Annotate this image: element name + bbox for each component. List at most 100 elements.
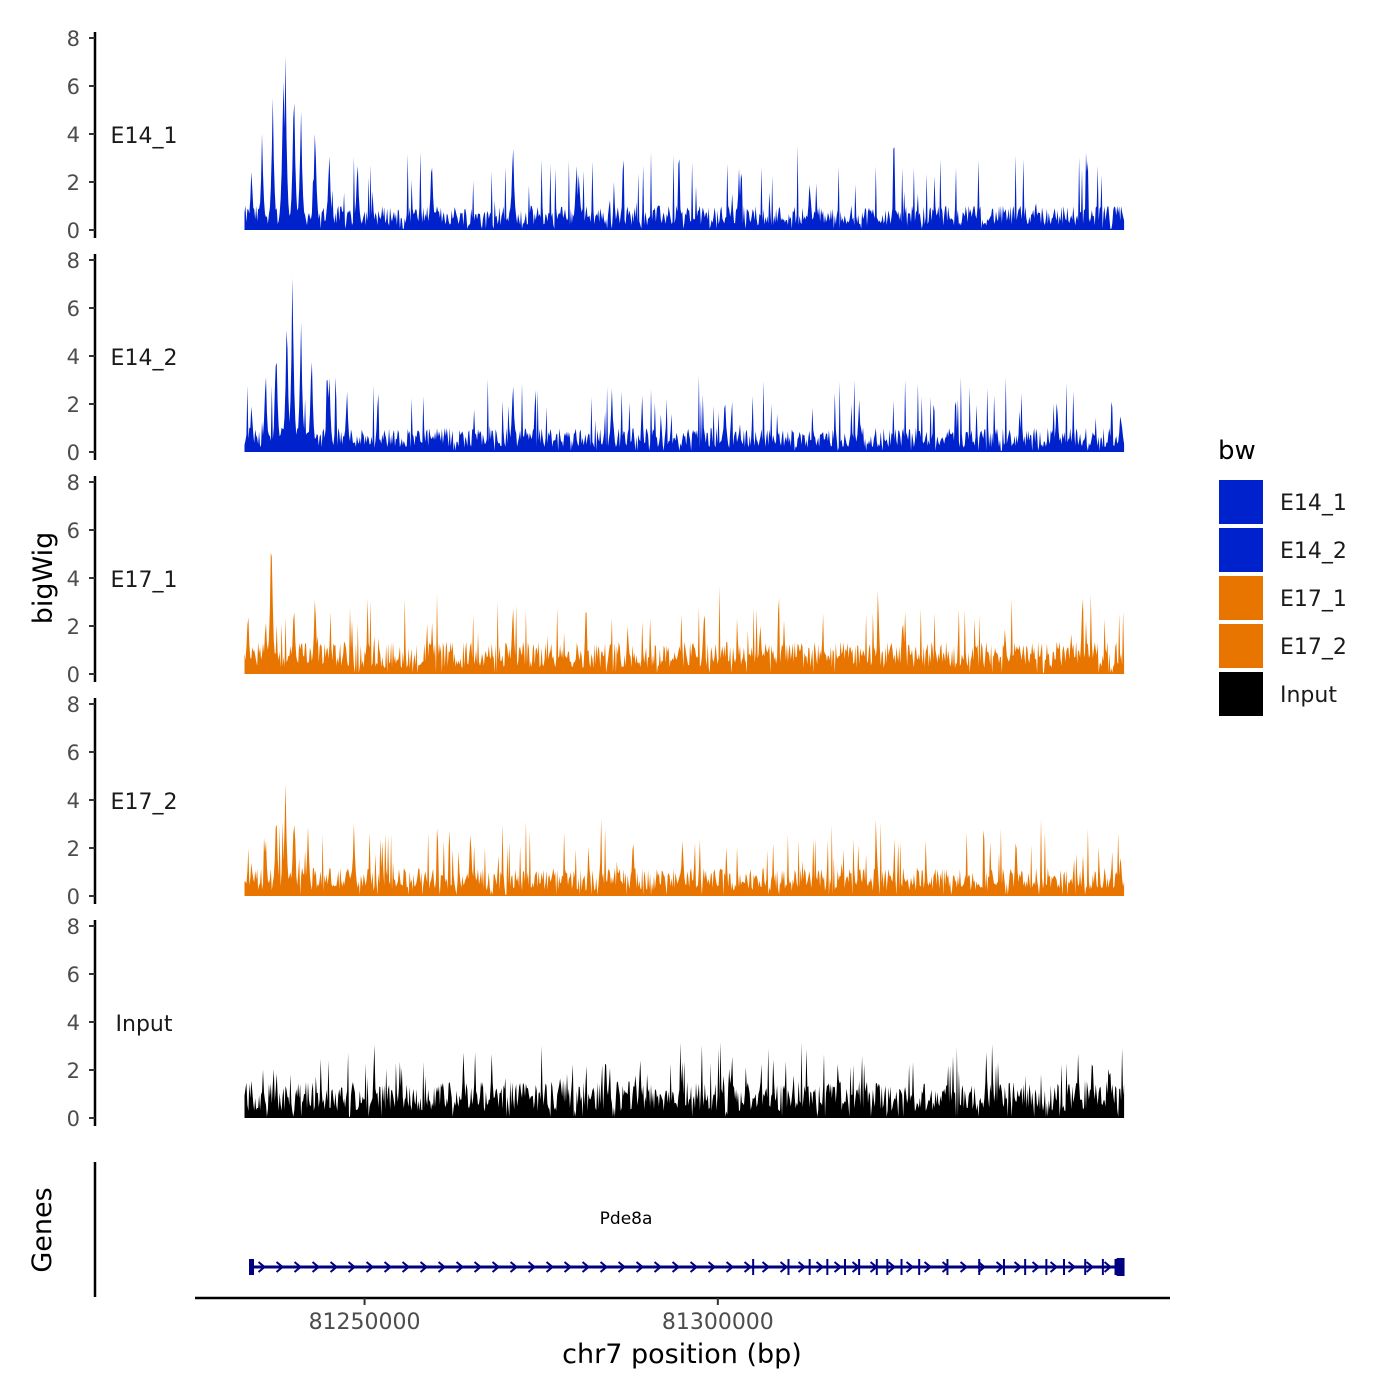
gene-exon [844,1259,846,1275]
gene-exon [918,1259,921,1275]
y-axis-label: bigWig [28,532,59,625]
gene-exon [1024,1259,1027,1275]
track-e17-2: 0 2 4 6 8 E17_2 [67,693,1125,909]
strand-chevron [581,1261,591,1273]
strand-chevron [923,1261,933,1273]
x-tick-label: 81250000 [309,1310,421,1335]
strand-chevron [347,1261,357,1273]
y-tick-label: 2 [67,1059,80,1083]
strand-chevron [383,1261,393,1273]
y-tick-label: 6 [67,75,80,99]
strand-chevron [815,1261,825,1273]
strand-chevron [617,1261,627,1273]
gene-exon-last [1116,1258,1125,1276]
strand-chevron [725,1261,735,1273]
gene-exon [808,1259,811,1275]
strand-chevron [599,1261,609,1273]
legend-label: Input [1280,683,1337,708]
gene-exon [1045,1259,1048,1275]
x-tick-label: 81300000 [662,1310,774,1335]
signal-area-e17-2 [244,783,1125,896]
gene-exon [826,1259,829,1275]
strand-chevron [509,1261,519,1273]
track-panels: 0 2 4 6 8 E14_1 0 2 4 6 8 E14_2 0 2 4 6 8 E17_1 0 2 4 6 8 E17_2… [67,27,1125,1131]
y-tick-label: 8 [67,471,80,495]
y-tick-label: 4 [67,345,80,369]
gene-exon [1002,1259,1005,1275]
strand-chevron [293,1261,303,1273]
legend-swatch [1219,672,1263,716]
strand-chevron [1067,1261,1077,1273]
y-tick-label: 6 [67,297,80,321]
y-tick-label: 0 [67,663,80,687]
legend-item-input: Input [1219,672,1337,716]
strand-chevron [1013,1261,1023,1273]
strand-chevron [491,1261,501,1273]
legend-swatch [1219,480,1263,524]
strand-chevron [1031,1261,1041,1273]
track-e14-2: 0 2 4 6 8 E14_2 [67,249,1125,465]
y-tick-label: 0 [67,441,80,465]
y-tick-label: 2 [67,615,80,639]
legend-swatch [1219,576,1263,620]
legend-item-e17-1: E17_1 [1219,576,1347,620]
strand-chevron [545,1261,555,1273]
strand-chevron [455,1261,465,1273]
strand-chevron [761,1261,771,1273]
gene-exon [900,1259,903,1275]
y-tick-label: 6 [67,741,80,765]
gene-track: Genes Pde8a [27,1162,1125,1297]
gene-name-label: Pde8a [600,1209,653,1229]
strand-chevron [275,1261,285,1273]
legend-label: E14_2 [1280,539,1347,564]
strand-chevron [779,1261,789,1273]
strand-chevron [1103,1261,1113,1273]
strand-chevron [419,1261,429,1273]
strand-chevron [797,1261,807,1273]
legend-item-e17-2: E17_2 [1219,624,1347,668]
strand-chevron [401,1261,411,1273]
y-tick-label: 0 [67,1107,80,1131]
legend: bw E14_1 E14_2 E17_1 E17_2 Input [1218,436,1347,716]
strand-chevron [977,1261,987,1273]
strand-chevron [329,1261,339,1273]
signal-area-e14-2 [244,278,1125,452]
y-tick-label: 4 [67,567,80,591]
strand-chevron [743,1261,753,1273]
strand-chevron [689,1261,699,1273]
signal-area-input [244,1041,1125,1118]
strand-chevron [941,1261,951,1273]
strand-chevron [1049,1261,1059,1273]
track-label: E14_2 [111,346,178,371]
gene-exon [1063,1259,1066,1275]
gene-exon [752,1259,755,1275]
x-axis-label: chr7 position (bp) [562,1339,802,1370]
legend-item-e14-1: E14_1 [1219,480,1347,524]
y-tick-label: 6 [67,963,80,987]
strand-chevron [563,1261,573,1273]
legend-label: E17_1 [1280,587,1347,612]
strand-chevron [635,1261,645,1273]
legend-label: E14_1 [1280,491,1347,516]
track-label: E17_2 [111,790,178,815]
track-e17-1: 0 2 4 6 8 E17_1 [67,471,1125,687]
strand-chevron [1085,1261,1095,1273]
legend-label: E17_2 [1280,635,1347,660]
gene-exon [787,1259,790,1275]
y-tick-label: 8 [67,27,80,51]
gene-exon [946,1259,949,1275]
x-axis: 81250000 81300000 chr7 position (bp) [195,1296,1170,1370]
y-tick-label: 8 [67,249,80,273]
y-tick-label: 4 [67,123,80,147]
strand-chevron [887,1261,897,1273]
y-tick-label: 6 [67,519,80,543]
track-label: E14_1 [111,124,178,149]
strand-chevron [959,1261,969,1273]
y-tick-label: 2 [67,837,80,861]
gene-glyphs: Pde8a [249,1209,1125,1276]
strand-chevron [311,1261,321,1273]
strand-chevron [653,1261,663,1273]
track-e14-1: 0 2 4 6 8 E14_1 [67,27,1125,243]
track-input: 0 2 4 6 8 Input [67,915,1125,1131]
